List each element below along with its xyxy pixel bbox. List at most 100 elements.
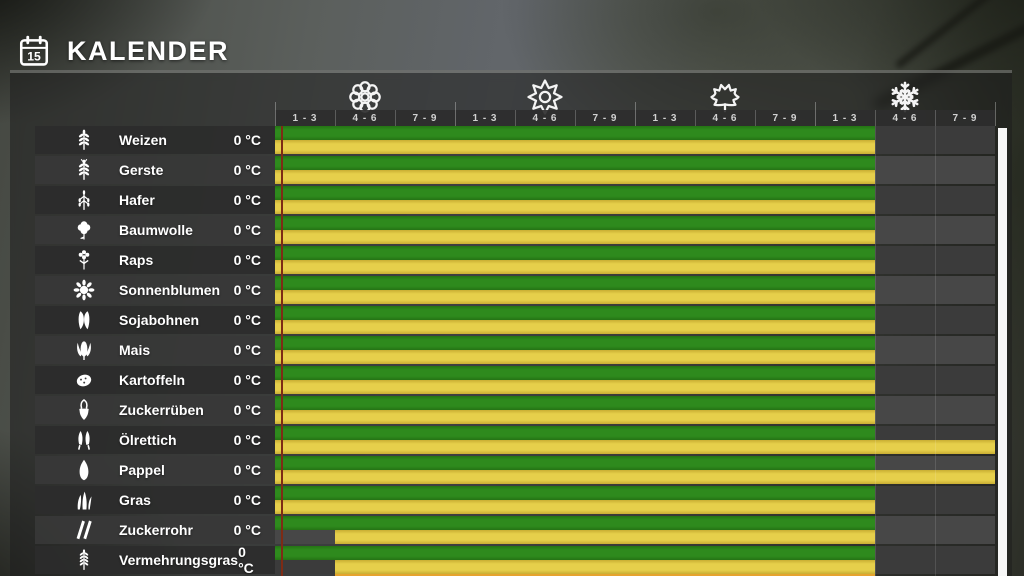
crop-period-track bbox=[275, 336, 995, 364]
month-period-label: 7 - 9 bbox=[952, 112, 978, 124]
crop-name: Zuckerrüben bbox=[119, 402, 204, 418]
calendar-row[interactable]: Gras 0 °C bbox=[10, 486, 1012, 516]
crop-temperature: 0 °C bbox=[233, 372, 261, 388]
harvest-period-bar bbox=[275, 290, 875, 304]
calendar-row[interactable]: Sonnenblumen 0 °C bbox=[10, 276, 1012, 306]
crop-label-cell[interactable]: Mais 0 °C bbox=[35, 336, 275, 364]
crop-name: Pappel bbox=[119, 462, 165, 478]
crop-label-cell[interactable]: Vermehrungsgras 0 °C bbox=[35, 544, 275, 576]
crop-label-cell[interactable]: Sonnenblumen 0 °C bbox=[35, 276, 275, 304]
calendar-row[interactable]: Gerste 0 °C bbox=[10, 156, 1012, 186]
crop-temperature: 0 °C bbox=[233, 462, 261, 478]
canola-icon bbox=[71, 247, 97, 273]
calendar-row[interactable]: Pappel 0 °C bbox=[10, 456, 1012, 486]
month-period-label: 4 - 6 bbox=[532, 112, 558, 124]
oat-icon bbox=[71, 187, 97, 213]
period-tick bbox=[455, 102, 456, 126]
crop-label-cell[interactable]: Weizen 0 °C bbox=[35, 126, 275, 154]
month-period-cell: 1 - 3 bbox=[275, 110, 335, 126]
crop-period-track bbox=[275, 366, 995, 394]
soybean-icon bbox=[71, 307, 97, 333]
planting-period-bar bbox=[275, 126, 875, 140]
crop-temperature: 0 °C bbox=[233, 492, 261, 508]
planting-period-bar bbox=[275, 306, 875, 320]
sugar-beet-icon bbox=[71, 397, 97, 423]
corn-icon bbox=[71, 337, 97, 363]
planting-period-bar bbox=[275, 336, 875, 350]
column-separator bbox=[875, 126, 876, 576]
crop-temperature: 0 °C bbox=[233, 312, 261, 328]
crop-period-track bbox=[275, 456, 995, 484]
crop-label-cell[interactable]: Gras 0 °C bbox=[35, 486, 275, 514]
calendar-row[interactable]: Weizen 0 °C bbox=[10, 126, 1012, 156]
harvest-period-bar bbox=[275, 140, 875, 154]
crop-label-cell[interactable]: Pappel 0 °C bbox=[35, 456, 275, 484]
crop-label-cell[interactable]: Ölrettich 0 °C bbox=[35, 426, 275, 454]
month-period-cell: 4 - 6 bbox=[335, 110, 395, 126]
period-tick bbox=[575, 110, 576, 126]
title-bar: 15 KALENDER bbox=[17, 34, 229, 68]
calendar-row[interactable]: Kartoffeln 0 °C bbox=[10, 366, 1012, 396]
crop-label-cell[interactable]: Kartoffeln 0 °C bbox=[35, 366, 275, 394]
calendar-day-number: 15 bbox=[27, 49, 41, 63]
crop-label-cell[interactable]: Sojabohnen 0 °C bbox=[35, 306, 275, 334]
harvest-period-bar bbox=[275, 350, 875, 364]
crop-period-track bbox=[275, 276, 995, 304]
crop-temperature: 0 °C bbox=[233, 402, 261, 418]
tree-branch bbox=[894, 0, 994, 70]
crop-label-cell[interactable]: Raps 0 °C bbox=[35, 246, 275, 274]
crop-temperature: 0 °C bbox=[233, 432, 261, 448]
crop-label-cell[interactable]: Baumwolle 0 °C bbox=[35, 216, 275, 244]
month-period-cell: 4 - 6 bbox=[875, 110, 935, 126]
calendar-row[interactable]: Sojabohnen 0 °C bbox=[10, 306, 1012, 336]
crop-label-cell[interactable]: Gerste 0 °C bbox=[35, 156, 275, 184]
period-tick bbox=[635, 102, 636, 126]
month-period-cell: 7 - 9 bbox=[395, 110, 455, 126]
period-tick bbox=[515, 110, 516, 126]
calendar-row[interactable]: Raps 0 °C bbox=[10, 246, 1012, 276]
crop-temperature: 0 °C bbox=[233, 192, 261, 208]
crop-name: Gras bbox=[119, 492, 151, 508]
crop-name: Mais bbox=[119, 342, 151, 358]
calendar-row[interactable]: Mais 0 °C bbox=[10, 336, 1012, 366]
crop-name: Gerste bbox=[119, 162, 164, 178]
crop-temperature: 0 °C bbox=[238, 544, 254, 576]
harvest-period-bar bbox=[275, 380, 875, 394]
crop-temperature: 0 °C bbox=[233, 522, 261, 538]
page-title: KALENDER bbox=[67, 35, 230, 66]
crop-label-cell[interactable]: Hafer 0 °C bbox=[35, 186, 275, 214]
period-tick bbox=[875, 110, 876, 126]
next-row-harvest-bar-partial bbox=[335, 574, 875, 576]
current-day-marker bbox=[281, 126, 284, 576]
planting-period-bar bbox=[275, 186, 875, 200]
crop-period-track bbox=[275, 186, 995, 214]
harvest-period-bar bbox=[275, 410, 875, 424]
potato-icon bbox=[71, 367, 97, 393]
crop-name: Vermehrungsgras bbox=[119, 552, 239, 568]
crop-name: Weizen bbox=[119, 132, 167, 148]
month-period-label: 1 - 3 bbox=[652, 112, 678, 124]
month-period-cell: 1 - 3 bbox=[815, 110, 875, 126]
calendar-row[interactable]: Vermehrungsgras 0 °C bbox=[10, 544, 1012, 576]
crop-name: Sojabohnen bbox=[119, 312, 200, 328]
calendar-icon: 15 bbox=[17, 34, 51, 68]
planting-period-bar bbox=[275, 486, 875, 500]
calendar-row[interactable]: Baumwolle 0 °C bbox=[10, 216, 1012, 246]
planting-period-bar bbox=[275, 546, 875, 560]
vertical-scrollbar-thumb[interactable] bbox=[998, 128, 1007, 576]
crop-temperature: 0 °C bbox=[233, 222, 261, 238]
sun-icon bbox=[527, 79, 563, 115]
calendar-row[interactable]: Hafer 0 °C bbox=[10, 186, 1012, 216]
period-tick bbox=[815, 102, 816, 126]
month-period-label: 7 - 9 bbox=[412, 112, 438, 124]
planting-period-bar bbox=[275, 366, 875, 380]
sugarcane-icon bbox=[71, 517, 97, 543]
calendar-row[interactable]: Zuckerrüben 0 °C bbox=[10, 396, 1012, 426]
month-period-cell: 4 - 6 bbox=[515, 110, 575, 126]
crop-label-cell[interactable]: Zuckerrüben 0 °C bbox=[35, 396, 275, 424]
calendar-row[interactable]: Ölrettich 0 °C bbox=[10, 426, 1012, 456]
calendar-row[interactable]: Zuckerrohr 0 °C bbox=[10, 516, 1012, 546]
crop-label-cell[interactable]: Zuckerrohr 0 °C bbox=[35, 516, 275, 544]
harvest-period-bar bbox=[335, 560, 875, 574]
